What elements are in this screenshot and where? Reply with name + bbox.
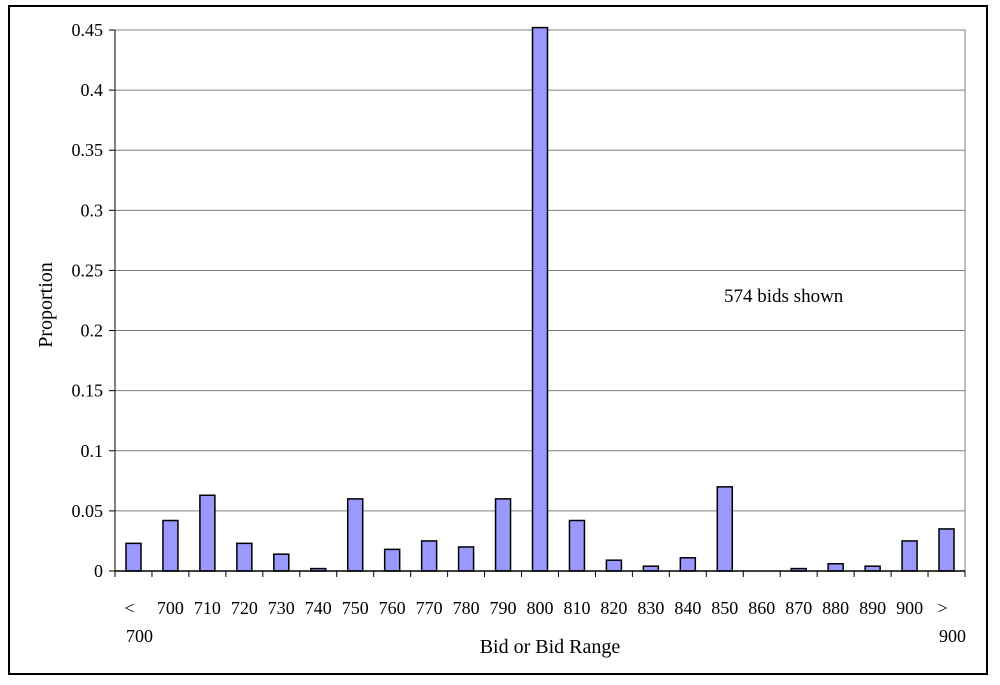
bar	[346, 498, 364, 572]
x-tick-label-line2: 700	[126, 626, 153, 646]
y-tick-label: 0.45	[72, 20, 104, 40]
bars	[125, 26, 955, 572]
y-tick-label: 0.05	[72, 501, 104, 521]
x-tick-label: 710	[194, 598, 221, 618]
bar	[273, 553, 290, 572]
y-tick-label: 0.15	[72, 381, 104, 401]
x-tick-label: 700	[157, 598, 184, 618]
y-tick-label: 0.2	[81, 321, 104, 341]
bar	[531, 26, 549, 572]
x-tick-label: >	[937, 598, 947, 618]
x-tick-label: 840	[674, 598, 701, 618]
y-tick-label: 0	[94, 561, 103, 581]
bar	[605, 559, 623, 572]
bar	[457, 546, 475, 572]
x-tick-label: 760	[379, 598, 406, 618]
x-tick-label: 900	[896, 598, 923, 618]
bar	[938, 528, 955, 572]
bar	[679, 557, 697, 572]
x-tick-label: <	[124, 598, 134, 618]
y-tick-label: 0.4	[81, 80, 104, 100]
x-tick-label: 750	[342, 598, 369, 618]
bar	[901, 540, 918, 572]
bar	[568, 519, 586, 572]
bar	[383, 548, 401, 572]
bar	[236, 542, 253, 572]
bar	[199, 494, 216, 572]
bar	[716, 486, 734, 572]
y-tick-label: 0.1	[81, 441, 104, 461]
bar	[162, 519, 179, 572]
bar	[494, 498, 512, 572]
x-tick-label: 720	[231, 598, 258, 618]
x-tick-label: 880	[822, 598, 849, 618]
x-axis-label: Bid or Bid Range	[480, 636, 621, 658]
x-tick-label: 870	[785, 598, 812, 618]
x-tick-label: 860	[748, 598, 775, 618]
x-tick-label: 780	[453, 598, 480, 618]
x-tick-label-line2: 900	[939, 626, 966, 646]
bar	[125, 542, 142, 572]
x-tick-label: 790	[490, 598, 517, 618]
bar	[420, 540, 438, 572]
bar	[827, 563, 844, 572]
x-tick-label: 850	[711, 598, 738, 618]
x-tick-label: 740	[305, 598, 332, 618]
x-tick-label: 770	[416, 598, 443, 618]
annotation-text: 574 bids shown	[724, 286, 844, 307]
x-tick-label: 810	[563, 598, 590, 618]
x-tick-label: 890	[859, 598, 886, 618]
x-tick-label: 800	[527, 598, 554, 618]
x-tick-label: 820	[600, 598, 627, 618]
x-tick-label: 830	[637, 598, 664, 618]
x-tick-label: 730	[268, 598, 295, 618]
y-axis-label: Proportion	[35, 262, 57, 348]
y-tick-label: 0.35	[72, 140, 104, 160]
y-tick-label: 0.25	[72, 260, 104, 280]
y-axis: 0 0.05 0.1 0.15 0.2 0.25 0.3 0.35 0.4 0.45	[72, 20, 116, 581]
y-tick-label: 0.3	[81, 200, 104, 220]
